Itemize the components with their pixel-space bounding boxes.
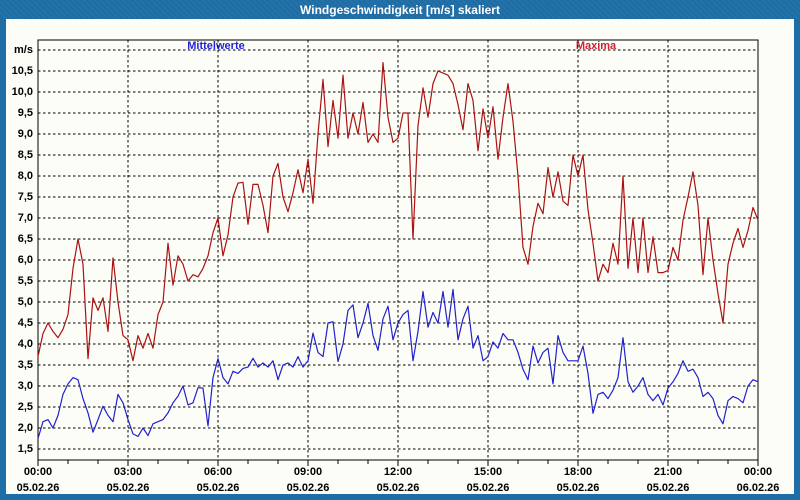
x-tick-date-label: 05.02.26: [196, 482, 240, 494]
y-tick-label: 10,5: [11, 65, 33, 77]
y-tick-label: 7,0: [17, 212, 33, 224]
y-tick-label: 5,0: [17, 296, 33, 308]
x-tick-time-label: 21:00: [653, 466, 683, 478]
chart-panel: Mittelwerte Maxima: [6, 19, 794, 494]
y-tick-label: 8,5: [17, 149, 33, 161]
y-tick-label: 10,0: [11, 86, 33, 98]
x-tick-date-label: 05.02.26: [376, 482, 420, 494]
x-tick-date-label: 05.02.26: [16, 482, 60, 494]
y-tick-label: 2,5: [17, 401, 33, 413]
legend-mittelwerte-label: Mittelwerte: [187, 40, 245, 52]
x-tick-time-label: 18:00: [563, 466, 593, 478]
y-tick-label: 4,0: [17, 338, 33, 350]
y-tick-label: 1,5: [17, 443, 33, 455]
y-tick-label: 7,5: [17, 191, 33, 203]
y-axis-unit-label: m/s: [14, 44, 33, 56]
x-tick-time-label: 12:00: [383, 466, 413, 478]
y-tick-label: 9,5: [17, 107, 33, 119]
y-tick-label: 8,0: [17, 170, 33, 182]
x-tick-date-label: 05.02.26: [646, 482, 690, 494]
x-tick-time-label: 00:00: [23, 466, 53, 478]
series-line-maxima: [37, 61, 759, 362]
y-tick-label: 6,5: [17, 233, 33, 245]
x-tick-time-label: 00:00: [743, 466, 773, 478]
x-tick-date-label: 05.02.26: [286, 482, 330, 494]
x-tick-time-label: 15:00: [473, 466, 503, 478]
y-tick-label: 2,0: [17, 422, 33, 434]
legend-maxima-label: Maxima: [575, 40, 617, 52]
x-tick-date-label: 06.02.26: [736, 482, 780, 494]
title-bar: Windgeschwindigkeit [m/s] skaliert: [0, 0, 800, 19]
x-tick-date-label: 05.02.26: [466, 482, 510, 494]
y-tick-label: 6,0: [17, 254, 33, 266]
series-line-mittelwerte: [37, 288, 759, 439]
x-tick-time-label: 09:00: [293, 466, 323, 478]
y-tick-label: 5,5: [17, 275, 33, 287]
y-tick-label: 3,5: [17, 359, 33, 371]
x-tick-time-label: 06:00: [203, 466, 233, 478]
x-tick-date-label: 05.02.26: [556, 482, 600, 494]
x-tick-date-label: 05.02.26: [106, 482, 150, 494]
y-tick-label: 3,0: [17, 380, 33, 392]
x-tick-time-label: 03:00: [113, 466, 143, 478]
y-tick-label: 4,5: [17, 317, 33, 329]
y-tick-label: 9,0: [17, 128, 33, 140]
window-title: Windgeschwindigkeit [m/s] skaliert: [300, 2, 500, 17]
